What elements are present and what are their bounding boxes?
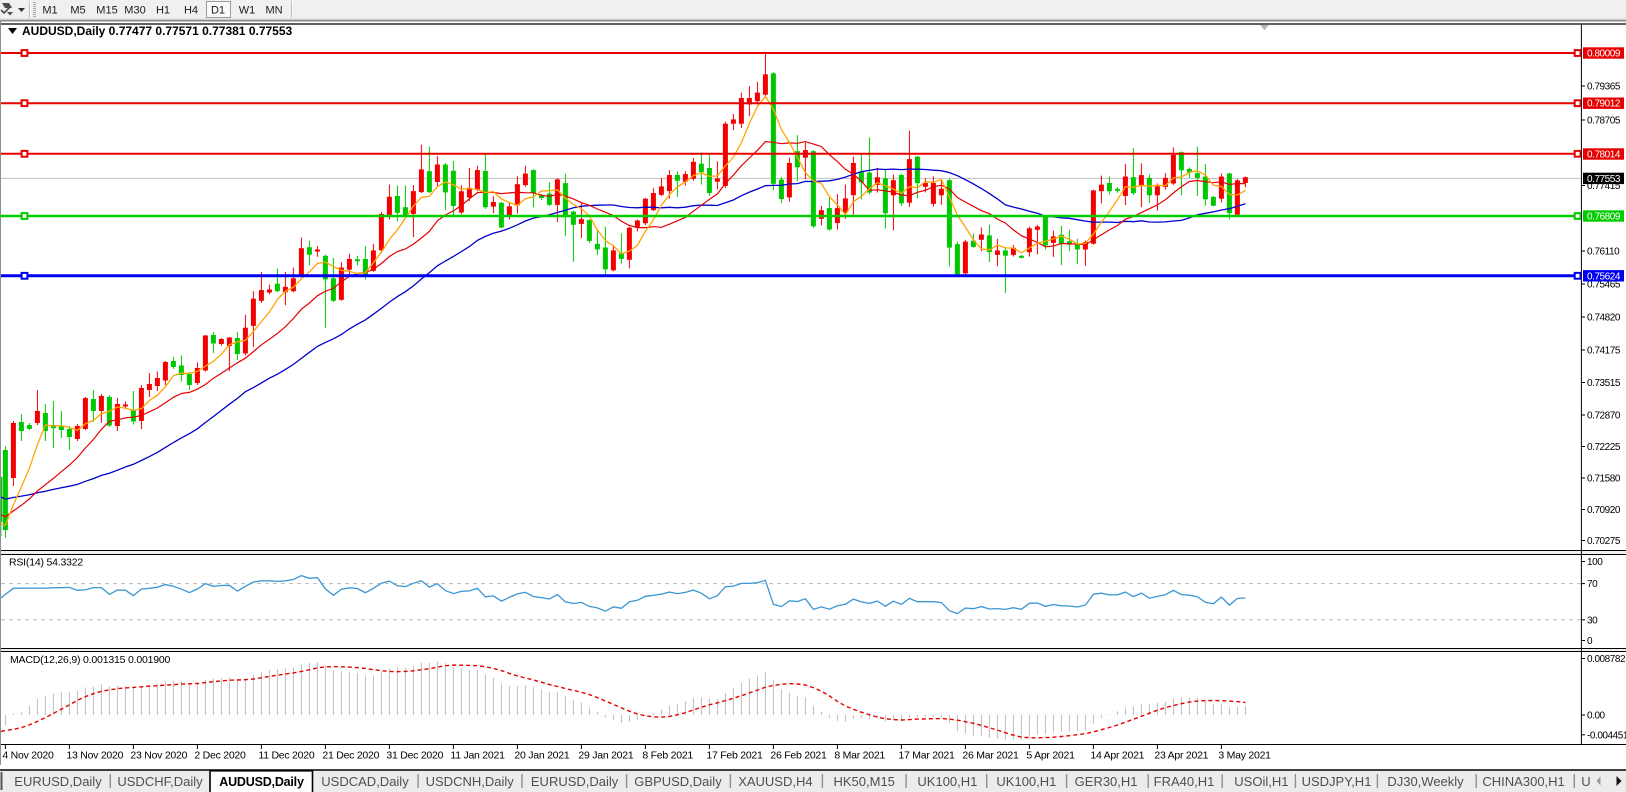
svg-text:M15: M15 bbox=[96, 5, 117, 17]
svg-text:0.76110: 0.76110 bbox=[1587, 247, 1620, 258]
svg-text:MN: MN bbox=[265, 5, 282, 17]
svg-text:0.77415: 0.77415 bbox=[1587, 181, 1621, 192]
svg-text:RSI(14) 54.3322: RSI(14) 54.3322 bbox=[9, 557, 83, 569]
svg-text:0.72870: 0.72870 bbox=[1587, 411, 1621, 422]
svg-text:14 Apr 2021: 14 Apr 2021 bbox=[1090, 750, 1144, 762]
svg-text:GBPUSD,Daily: GBPUSD,Daily bbox=[634, 774, 722, 789]
svg-text:0.73515: 0.73515 bbox=[1587, 378, 1621, 389]
svg-text:UK100,H1: UK100,H1 bbox=[996, 774, 1056, 789]
svg-text:100: 100 bbox=[1587, 557, 1603, 568]
svg-text:-0.004451: -0.004451 bbox=[1587, 730, 1626, 741]
svg-text:D1: D1 bbox=[211, 5, 225, 17]
svg-text:U: U bbox=[1581, 774, 1590, 789]
svg-text:EURUSD,Daily: EURUSD,Daily bbox=[531, 774, 619, 789]
svg-text:M5: M5 bbox=[70, 5, 85, 17]
svg-text:30: 30 bbox=[1587, 615, 1598, 626]
svg-text:20 Jan 2021: 20 Jan 2021 bbox=[514, 750, 569, 762]
svg-text:EURUSD,Daily: EURUSD,Daily bbox=[14, 774, 102, 789]
svg-text:USDCNH,Daily: USDCNH,Daily bbox=[426, 774, 515, 789]
svg-text:26 Feb 2021: 26 Feb 2021 bbox=[770, 750, 827, 762]
svg-text:21 Dec 2020: 21 Dec 2020 bbox=[322, 750, 379, 762]
svg-text:AUDUSD,Daily: AUDUSD,Daily bbox=[219, 775, 304, 789]
svg-text:0.78014: 0.78014 bbox=[1587, 150, 1621, 161]
svg-text:0.71580: 0.71580 bbox=[1587, 474, 1621, 485]
svg-text:0.74820: 0.74820 bbox=[1587, 313, 1621, 324]
svg-text:GER30,H1: GER30,H1 bbox=[1075, 774, 1138, 789]
svg-text:H1: H1 bbox=[156, 5, 170, 17]
svg-text:0.74175: 0.74175 bbox=[1587, 346, 1621, 357]
svg-text:M1: M1 bbox=[42, 5, 57, 17]
svg-text:13 Nov 2020: 13 Nov 2020 bbox=[66, 750, 123, 762]
svg-text:HK50,M15: HK50,M15 bbox=[833, 774, 894, 789]
svg-text:W1: W1 bbox=[239, 5, 256, 17]
svg-text:17 Mar 2021: 17 Mar 2021 bbox=[898, 750, 955, 762]
svg-text:23 Nov 2020: 23 Nov 2020 bbox=[130, 750, 187, 762]
svg-text:USOil,H1: USOil,H1 bbox=[1234, 774, 1288, 789]
svg-text:0.79365: 0.79365 bbox=[1587, 82, 1621, 93]
svg-text:MACD(12,26,9) 0.001315 0.00190: MACD(12,26,9) 0.001315 0.001900 bbox=[10, 654, 171, 666]
svg-text:26 Mar 2021: 26 Mar 2021 bbox=[962, 750, 1019, 762]
svg-text:5 Apr 2021: 5 Apr 2021 bbox=[1026, 750, 1075, 762]
svg-text:XAUUSD,H4: XAUUSD,H4 bbox=[738, 774, 812, 789]
svg-text:FRA40,H1: FRA40,H1 bbox=[1154, 774, 1215, 789]
svg-text:0.00: 0.00 bbox=[1587, 711, 1606, 722]
svg-text:0.80009: 0.80009 bbox=[1587, 49, 1621, 60]
svg-text:CHINA300,H1: CHINA300,H1 bbox=[1482, 774, 1564, 789]
svg-text:23 Apr 2021: 23 Apr 2021 bbox=[1154, 750, 1208, 762]
svg-text:0.70920: 0.70920 bbox=[1587, 505, 1621, 516]
svg-text:0.75465: 0.75465 bbox=[1587, 280, 1621, 291]
svg-text:0.008782: 0.008782 bbox=[1587, 654, 1626, 665]
svg-text:M30: M30 bbox=[124, 5, 145, 17]
svg-text:11 Jan 2021: 11 Jan 2021 bbox=[450, 750, 505, 762]
svg-text:0: 0 bbox=[1587, 636, 1593, 647]
svg-text:29 Jan 2021: 29 Jan 2021 bbox=[578, 750, 633, 762]
svg-text:DJ30,Weekly: DJ30,Weekly bbox=[1387, 774, 1464, 789]
svg-text:USDJPY,H1: USDJPY,H1 bbox=[1302, 774, 1372, 789]
svg-text:4 Nov 2020: 4 Nov 2020 bbox=[2, 750, 54, 762]
svg-text:2 Dec 2020: 2 Dec 2020 bbox=[194, 750, 246, 762]
svg-text:3 May 2021: 3 May 2021 bbox=[1218, 750, 1271, 762]
svg-text:0.76809: 0.76809 bbox=[1587, 212, 1621, 223]
svg-text:8 Mar 2021: 8 Mar 2021 bbox=[834, 750, 885, 762]
svg-text:31 Dec 2020: 31 Dec 2020 bbox=[386, 750, 443, 762]
svg-text:USDCHF,Daily: USDCHF,Daily bbox=[117, 774, 203, 789]
svg-text:0.78705: 0.78705 bbox=[1587, 116, 1621, 127]
svg-text:UK100,H1: UK100,H1 bbox=[917, 774, 977, 789]
svg-text:H4: H4 bbox=[184, 5, 198, 17]
svg-text:11 Dec 2020: 11 Dec 2020 bbox=[258, 750, 314, 762]
svg-text:AUDUSD,Daily 0.77477 0.77571: AUDUSD,Daily 0.77477 0.77571 0.77381 0.7… bbox=[22, 24, 293, 38]
svg-text:0.72225: 0.72225 bbox=[1587, 442, 1621, 453]
svg-text:70: 70 bbox=[1587, 579, 1598, 590]
svg-text:8 Feb 2021: 8 Feb 2021 bbox=[642, 750, 693, 762]
svg-text:0.70275: 0.70275 bbox=[1587, 536, 1621, 547]
svg-text:17 Feb 2021: 17 Feb 2021 bbox=[706, 750, 763, 762]
svg-text:0.75624: 0.75624 bbox=[1587, 271, 1621, 282]
svg-text:0.79012: 0.79012 bbox=[1587, 99, 1621, 110]
svg-text:USDCAD,Daily: USDCAD,Daily bbox=[321, 774, 409, 789]
svg-text:0.77553: 0.77553 bbox=[1587, 174, 1621, 185]
